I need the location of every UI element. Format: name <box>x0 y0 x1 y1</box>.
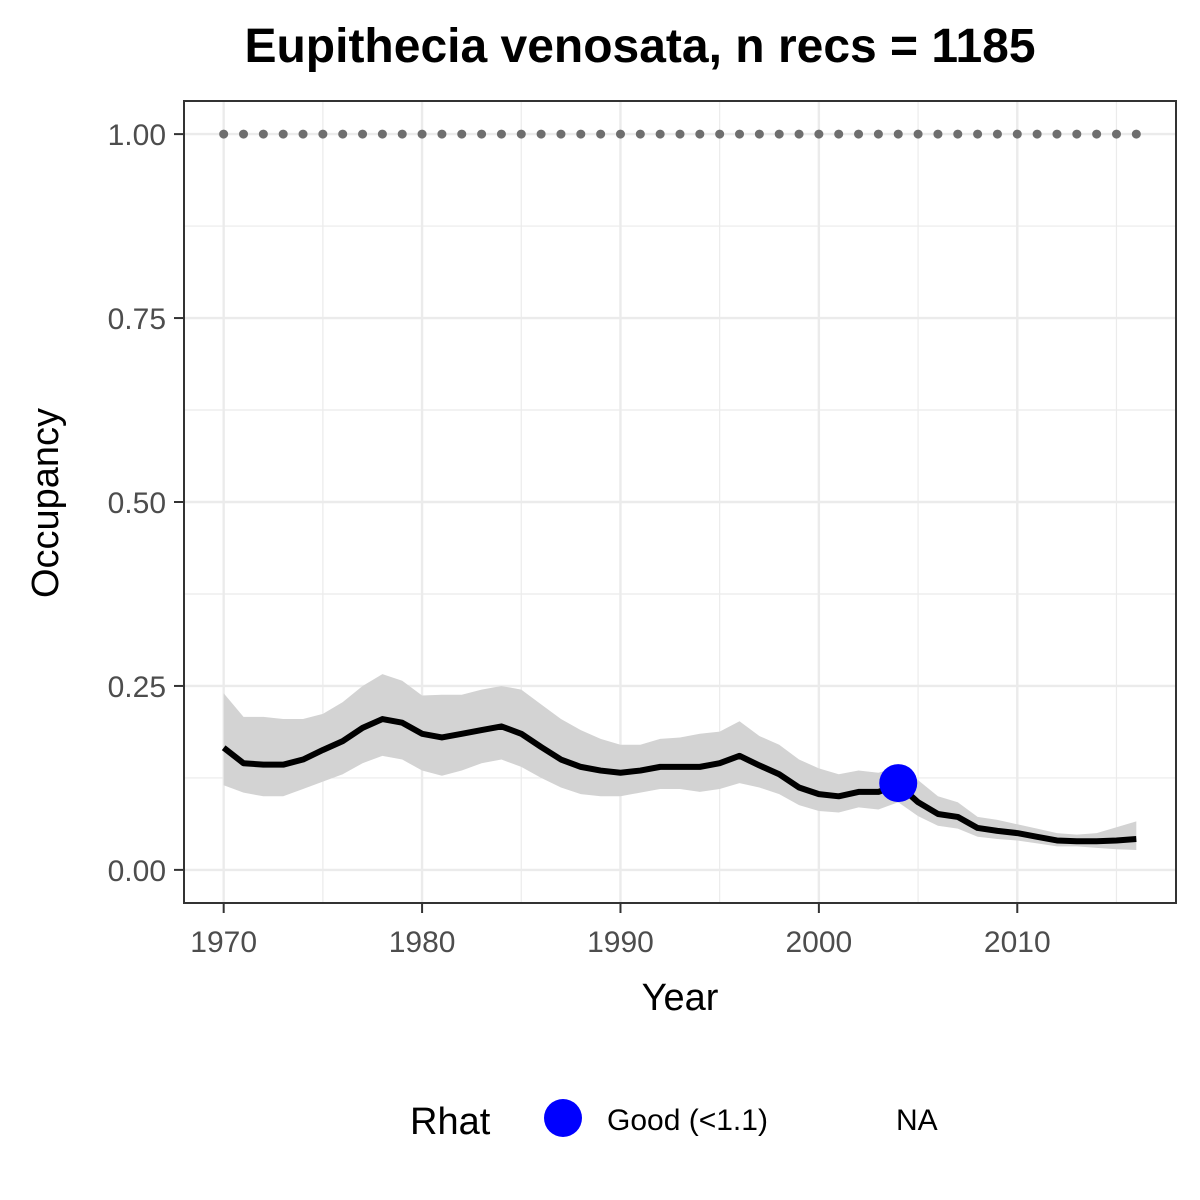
reference-dot <box>516 129 526 139</box>
dotted-reference-series <box>219 129 1141 139</box>
confidence-ribbon <box>223 674 1137 851</box>
x-tick-label: 1990 <box>587 926 654 959</box>
reference-dot <box>933 129 943 139</box>
reference-dot <box>973 129 983 139</box>
y-tick-label: 0.50 <box>108 487 166 520</box>
reference-dot <box>1092 129 1102 139</box>
reference-dot <box>953 129 963 139</box>
reference-dot <box>1032 129 1042 139</box>
y-axis-title: Occupancy <box>25 408 67 598</box>
trend-line-path <box>221 716 1137 845</box>
reference-dot <box>338 129 348 139</box>
reference-dot <box>318 129 328 139</box>
reference-dot <box>298 129 308 139</box>
ribbon-area <box>223 674 1137 851</box>
reference-dot <box>556 129 566 139</box>
reference-dot <box>873 129 883 139</box>
reference-dot <box>377 129 387 139</box>
reference-dot <box>219 129 229 139</box>
occupancy-trend-line <box>221 716 1137 845</box>
x-tick-label: 1980 <box>389 926 456 959</box>
x-axis-title: Year <box>642 977 719 1019</box>
y-tick-label: 1.00 <box>108 119 166 152</box>
reference-dot <box>239 129 249 139</box>
reference-dot <box>834 129 844 139</box>
x-axis-ticks: 1970 1980 1990 2000 2010 <box>190 903 1051 959</box>
legend: Rhat Good (<1.1) NA <box>410 1099 938 1143</box>
reference-dot <box>397 129 407 139</box>
reference-dot <box>1072 129 1082 139</box>
x-tick-label: 2000 <box>786 926 853 959</box>
x-tick-label: 1970 <box>190 926 257 959</box>
legend-label-na: NA <box>896 1104 938 1137</box>
reference-dot <box>992 129 1002 139</box>
reference-dot <box>596 129 606 139</box>
reference-dot <box>1131 129 1141 139</box>
y-tick-label: 0.25 <box>108 671 166 704</box>
reference-dot <box>477 129 487 139</box>
y-tick-label: 0.00 <box>108 855 166 888</box>
reference-dot <box>615 129 625 139</box>
y-tick-label: 0.75 <box>108 303 166 336</box>
reference-dot <box>258 129 268 139</box>
reference-dot <box>635 129 645 139</box>
reference-dot <box>437 129 447 139</box>
reference-dot <box>913 129 923 139</box>
reference-dot <box>754 129 764 139</box>
rhat-points <box>879 764 918 803</box>
x-tick-label: 2010 <box>984 926 1051 959</box>
legend-title: Rhat <box>410 1101 491 1143</box>
reference-dot <box>536 129 546 139</box>
reference-dot <box>695 129 705 139</box>
y-axis-ticks: 0.00 0.25 0.50 0.75 1.00 <box>108 119 184 888</box>
reference-dot <box>457 129 467 139</box>
reference-dot <box>1012 129 1022 139</box>
reference-dot <box>417 129 427 139</box>
reference-dot <box>715 129 725 139</box>
reference-dot <box>358 129 368 139</box>
reference-dot <box>576 129 586 139</box>
reference-dot <box>655 129 665 139</box>
reference-dot <box>496 129 506 139</box>
reference-dot <box>893 129 903 139</box>
reference-dot <box>814 129 824 139</box>
chart-title: Eupithecia venosata, n recs = 1185 <box>244 20 1035 73</box>
legend-key-good-marker <box>544 1099 582 1137</box>
reference-dot <box>675 129 685 139</box>
reference-dot <box>854 129 864 139</box>
legend-label-good: Good (<1.1) <box>607 1104 768 1137</box>
rhat-good-point <box>879 764 918 803</box>
reference-dot <box>794 129 804 139</box>
reference-dot <box>1111 129 1121 139</box>
reference-dot <box>774 129 784 139</box>
reference-dot <box>1052 129 1062 139</box>
reference-dot <box>278 129 288 139</box>
reference-dot <box>735 129 745 139</box>
